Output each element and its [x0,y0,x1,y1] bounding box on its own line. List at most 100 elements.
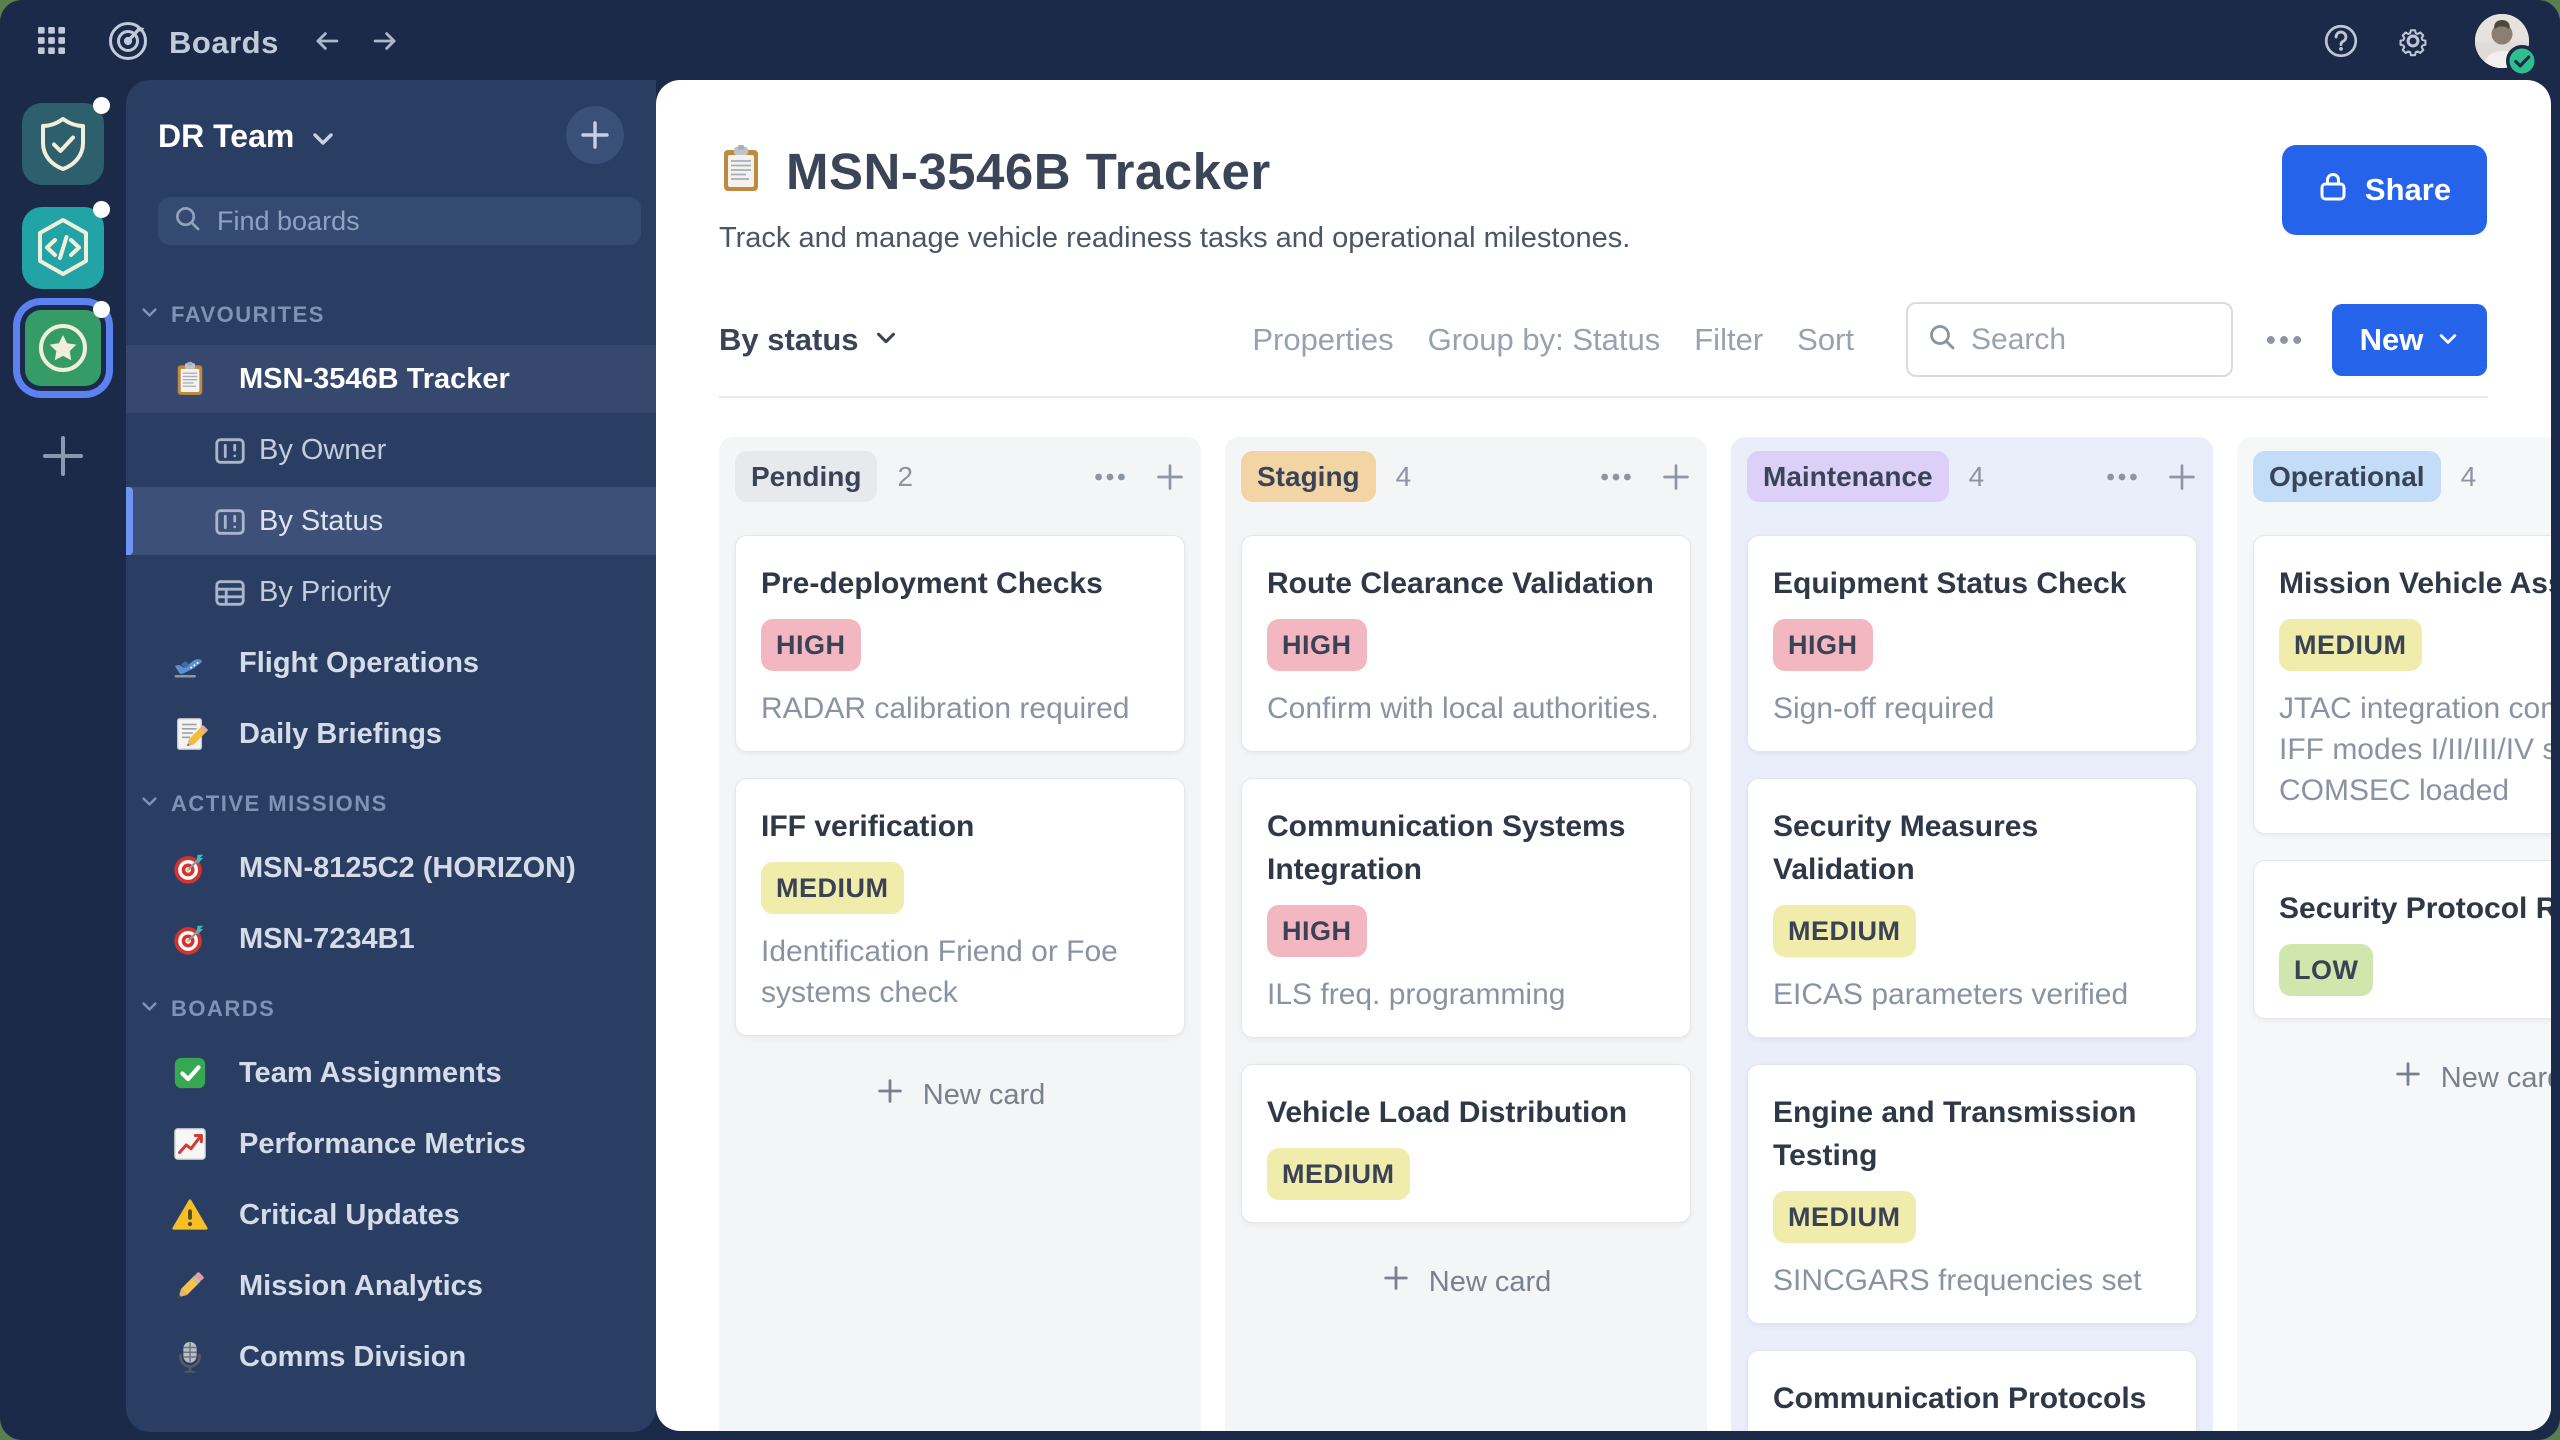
back-arrow-icon[interactable] [313,27,341,55]
new-card-button[interactable]: New card [2253,1045,2551,1111]
sidebar-item-by-priority[interactable]: By Priority [126,558,656,626]
sidebar-item-msn-3546b-tracker[interactable]: MSN-3546B Tracker [126,345,656,413]
sidebar-item-by-status[interactable]: By Status [126,487,656,555]
card-security-measures-validation[interactable]: Security Measures Validation MEDIUM EICA… [1747,778,2197,1038]
column-count: 4 [1968,460,1985,492]
new-card-label: New card [922,1078,1046,1111]
column-actions [2103,458,2197,496]
microphone-icon [172,1339,208,1375]
page-subtitle: Track and manage vehicle readiness tasks… [719,222,1631,254]
card-title: Equipment Status Check [1773,567,2127,600]
column-add-icon[interactable] [1661,462,1691,492]
column-name-chip[interactable]: Maintenance [1747,451,1949,502]
column-more-icon[interactable] [1597,458,1635,496]
column-name-chip[interactable]: Pending [735,451,878,502]
app-tile-boards[interactable] [25,301,110,386]
column-cards: Equipment Status Check HIGH Sign-off req… [1747,535,2197,1431]
sidebar-section-active-missions[interactable]: ACTIVE MISSIONS [126,790,656,818]
card-route-clearance-validation[interactable]: Route Clearance Validation HIGH Confirm … [1241,535,1691,752]
sidebar-item-performance-metrics[interactable]: Performance Metrics [126,1110,656,1178]
column-more-icon[interactable] [2103,458,2141,496]
chevron-down-icon [2437,322,2459,358]
card-communication-protocols[interactable]: Communication Protocols LOW [1747,1350,2197,1431]
card-communication-systems-integration[interactable]: Communication Systems Integration HIGH I… [1241,778,1691,1038]
column-cards: Mission Vehicle Assignment MEDIUM JTAC i… [2253,535,2551,1019]
chevron-down-icon [140,792,159,816]
column-name-chip[interactable]: Operational [2253,451,2441,502]
card-engine-and-transmission-testing[interactable]: Engine and Transmission Testing MEDIUM S… [1747,1064,2197,1324]
column-name-chip[interactable]: Staging [1241,451,1376,502]
search-icon [174,205,201,237]
toolbar-link-sort[interactable]: Sort [1797,321,1854,357]
find-boards-input[interactable]: Find boards [158,197,641,245]
help-icon[interactable] [2324,24,2358,58]
sidebar-item-critical-updates[interactable]: Critical Updates [126,1181,656,1249]
card-equipment-status-check[interactable]: Equipment Status Check HIGH Sign-off req… [1747,535,2197,752]
sidebar-item-label: MSN-8125C2 (HORIZON) [239,851,576,884]
card-iff-verification[interactable]: IFF verification MEDIUM Identification F… [735,778,1185,1036]
card-pre-deployment-checks[interactable]: Pre-deployment Checks HIGH RADAR calibra… [735,535,1185,752]
workspace-name: DR Team [158,117,295,154]
toolbar-link-properties[interactable]: Properties [1252,321,1394,357]
gear-icon[interactable] [2395,23,2431,59]
card-mission-vehicle-assignment[interactable]: Mission Vehicle Assignment MEDIUM JTAC i… [2253,535,2551,834]
column-cards: Pre-deployment Checks HIGH RADAR calibra… [735,535,1185,1036]
chart-icon [172,1126,208,1162]
toolbar-link-filter[interactable]: Filter [1694,321,1764,357]
clipboard-icon [172,361,208,397]
column-actions [1091,458,1185,496]
new-card-button[interactable]: New card [735,1062,1185,1128]
column-actions [1597,458,1691,496]
column-staging: Staging 4 Route Clearance Validation HIG… [1225,437,1707,1431]
sidebar-item-comms-division[interactable]: Comms Division [126,1323,656,1391]
sidebar-item-label: By Owner [259,433,387,466]
column-count: 2 [897,460,914,492]
card-vehicle-load-distribution[interactable]: Vehicle Load Distribution MEDIUM [1241,1064,1691,1223]
view-switcher[interactable]: By status [719,322,898,358]
sidebar-item-label: Flight Operations [239,646,480,679]
more-options-icon[interactable] [2261,317,2307,363]
sidebar-item-msn-7234b1[interactable]: MSN-7234B1 [126,905,656,973]
app-grid-icon[interactable] [38,27,65,54]
column-add-icon[interactable] [2167,462,2197,492]
card-security-protocol-review[interactable]: Security Protocol Review LOW [2253,860,2551,1019]
find-boards-placeholder: Find boards [217,205,360,236]
board-search-placeholder: Search [1971,322,2067,356]
column-more-icon[interactable] [1091,458,1129,496]
new-card-button[interactable]: New card [1241,1249,1691,1315]
new-button[interactable]: New [2332,303,2487,376]
sidebar-item-by-owner[interactable]: By Owner [126,416,656,484]
app-tile-code[interactable] [22,201,110,289]
column-cards: Route Clearance Validation HIGH Confirm … [1241,535,1691,1223]
column-header: Pending 2 [735,451,1185,502]
card-title: Vehicle Load Distribution [1267,1096,1628,1129]
sidebar-item-label: Team Assignments [239,1056,502,1089]
add-board-button[interactable] [566,106,624,164]
card-description-line: IFF modes I/II/III/IV set [2279,733,2551,766]
forward-arrow-icon[interactable] [371,27,399,55]
workspace-switcher[interactable]: DR Team [158,106,624,164]
toolbar-link-group-by-status[interactable]: Group by: Status [1427,321,1661,357]
app-tile-shield[interactable] [22,97,110,185]
column-count: 4 [1395,460,1412,492]
notification-dot [93,301,110,318]
card-description-line: JTAC integration complete [2279,692,2551,725]
share-button[interactable]: Share [2282,145,2487,235]
sidebar-item-team-assignments[interactable]: Team Assignments [126,1039,656,1107]
sidebar-item-flight-operations[interactable]: Flight Operations [126,629,656,697]
sidebar-section-boards[interactable]: BOARDS [126,995,656,1023]
sidebar-section-favourites[interactable]: FAVOURITES [126,301,656,329]
priority-chip-medium: MEDIUM [1773,905,1916,957]
sidebar-item-daily-briefings[interactable]: Daily Briefings [126,700,656,768]
add-app-button[interactable] [39,432,87,480]
sidebar-item-msn-8125c2-horizon-[interactable]: MSN-8125C2 (HORIZON) [126,834,656,902]
plus-icon [1381,1263,1411,1301]
sidebar-item-label: Comms Division [239,1340,467,1373]
board-search-input[interactable]: Search [1906,302,2233,377]
sidebar-item-label: Critical Updates [239,1198,460,1231]
notification-dot [93,97,110,114]
plus-icon [875,1076,905,1114]
avatar[interactable] [2475,14,2538,77]
column-add-icon[interactable] [1155,462,1185,492]
sidebar-item-mission-analytics[interactable]: Mission Analytics [126,1252,656,1320]
